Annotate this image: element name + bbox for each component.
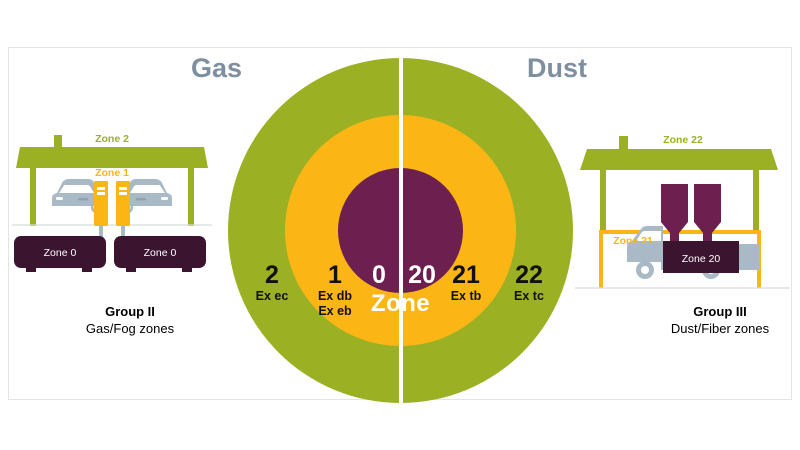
- zone-label-0: 0: [353, 261, 423, 289]
- caption-right-subtitle: Dust/Fiber zones: [670, 321, 770, 336]
- zone-label-1: 1 Ex db Ex eb: [300, 261, 370, 319]
- zone-21-area-label: Zone 21: [613, 235, 653, 247]
- zone-20-container-icon: [663, 241, 739, 273]
- heading-dust: Dust: [527, 53, 587, 83]
- zone-0-number: 0: [372, 261, 386, 289]
- caption-group-iii: Group III Dust/Fiber zones: [620, 303, 800, 337]
- canopy-roof-icon: [580, 149, 778, 170]
- zone-2-code: Ex ec: [255, 289, 289, 303]
- zone-22-number: 22: [515, 261, 543, 289]
- tank-right-icon: [114, 236, 206, 272]
- caption-left-group: Group II: [105, 304, 155, 319]
- canopy-vent-icon: [54, 135, 62, 147]
- zone-label-22: 22 Ex tc: [494, 261, 564, 304]
- zone-1-code-eb: Ex eb: [318, 304, 352, 318]
- canopy-pillar-right-icon: [753, 170, 759, 232]
- canopy-pillar-right-icon: [188, 168, 194, 226]
- zone-2-number: 2: [265, 261, 279, 289]
- zone-21-code: Ex tb: [450, 289, 482, 303]
- zone-20-number: 20: [408, 261, 436, 289]
- caption-right-group: Group III: [693, 304, 747, 319]
- canopy-pillar-left-icon: [600, 170, 606, 232]
- zone-1-code-db: Ex db: [317, 289, 353, 303]
- zone-22-code: Ex tc: [514, 289, 544, 303]
- zone-0-tank-label-left: Zone 0: [44, 247, 77, 259]
- dust-loading-illustration: Zone 22 Zone 21 Zone 20: [575, 128, 790, 303]
- zone-0-tank-label-right: Zone 0: [144, 247, 177, 259]
- canopy-vent-icon: [619, 136, 628, 149]
- silo-right-icon: [694, 184, 721, 244]
- zone-1-pump-label: Zone 1: [95, 167, 129, 179]
- heading-gas: Gas: [191, 53, 243, 83]
- caption-left-subtitle: Gas/Fog zones: [85, 321, 175, 336]
- canopy-roof-icon: [16, 147, 208, 168]
- zone-21-left-bar: [599, 230, 603, 288]
- zone-20-container-label: Zone 20: [682, 253, 721, 265]
- canopy-pillar-left-icon: [30, 168, 36, 226]
- gas-station-illustration: Zone 2 Zone 1 Zone 0 Zone 0: [12, 128, 212, 298]
- zone-22-canopy-label: Zone 22: [663, 134, 703, 146]
- car-right-icon: [122, 179, 172, 206]
- zone-label-20: 20: [378, 261, 448, 289]
- fuel-pump-left-icon: [94, 181, 108, 244]
- zone-21-number: 21: [452, 261, 480, 289]
- zone-2-canopy-label: Zone 2: [95, 133, 129, 145]
- tank-left-icon: [14, 236, 106, 272]
- silo-left-icon: [661, 184, 688, 244]
- zone-center-word: Zone: [370, 290, 431, 317]
- zone-ring-diagram: 2 Ex ec 1 Ex db Ex eb 0 20 21 Ex tb 22 E…: [228, 56, 573, 405]
- zone-label-21: 21 Ex tb: [431, 261, 501, 304]
- zone-1-number: 1: [328, 261, 342, 289]
- zone-21-top-bar: [599, 230, 761, 234]
- gas-dust-divider: [398, 56, 403, 405]
- fuel-pump-right-icon: [116, 181, 130, 244]
- caption-group-ii: Group II Gas/Fog zones: [30, 303, 230, 337]
- car-left-icon: [52, 179, 102, 206]
- zone-label-2: 2 Ex ec: [237, 261, 307, 304]
